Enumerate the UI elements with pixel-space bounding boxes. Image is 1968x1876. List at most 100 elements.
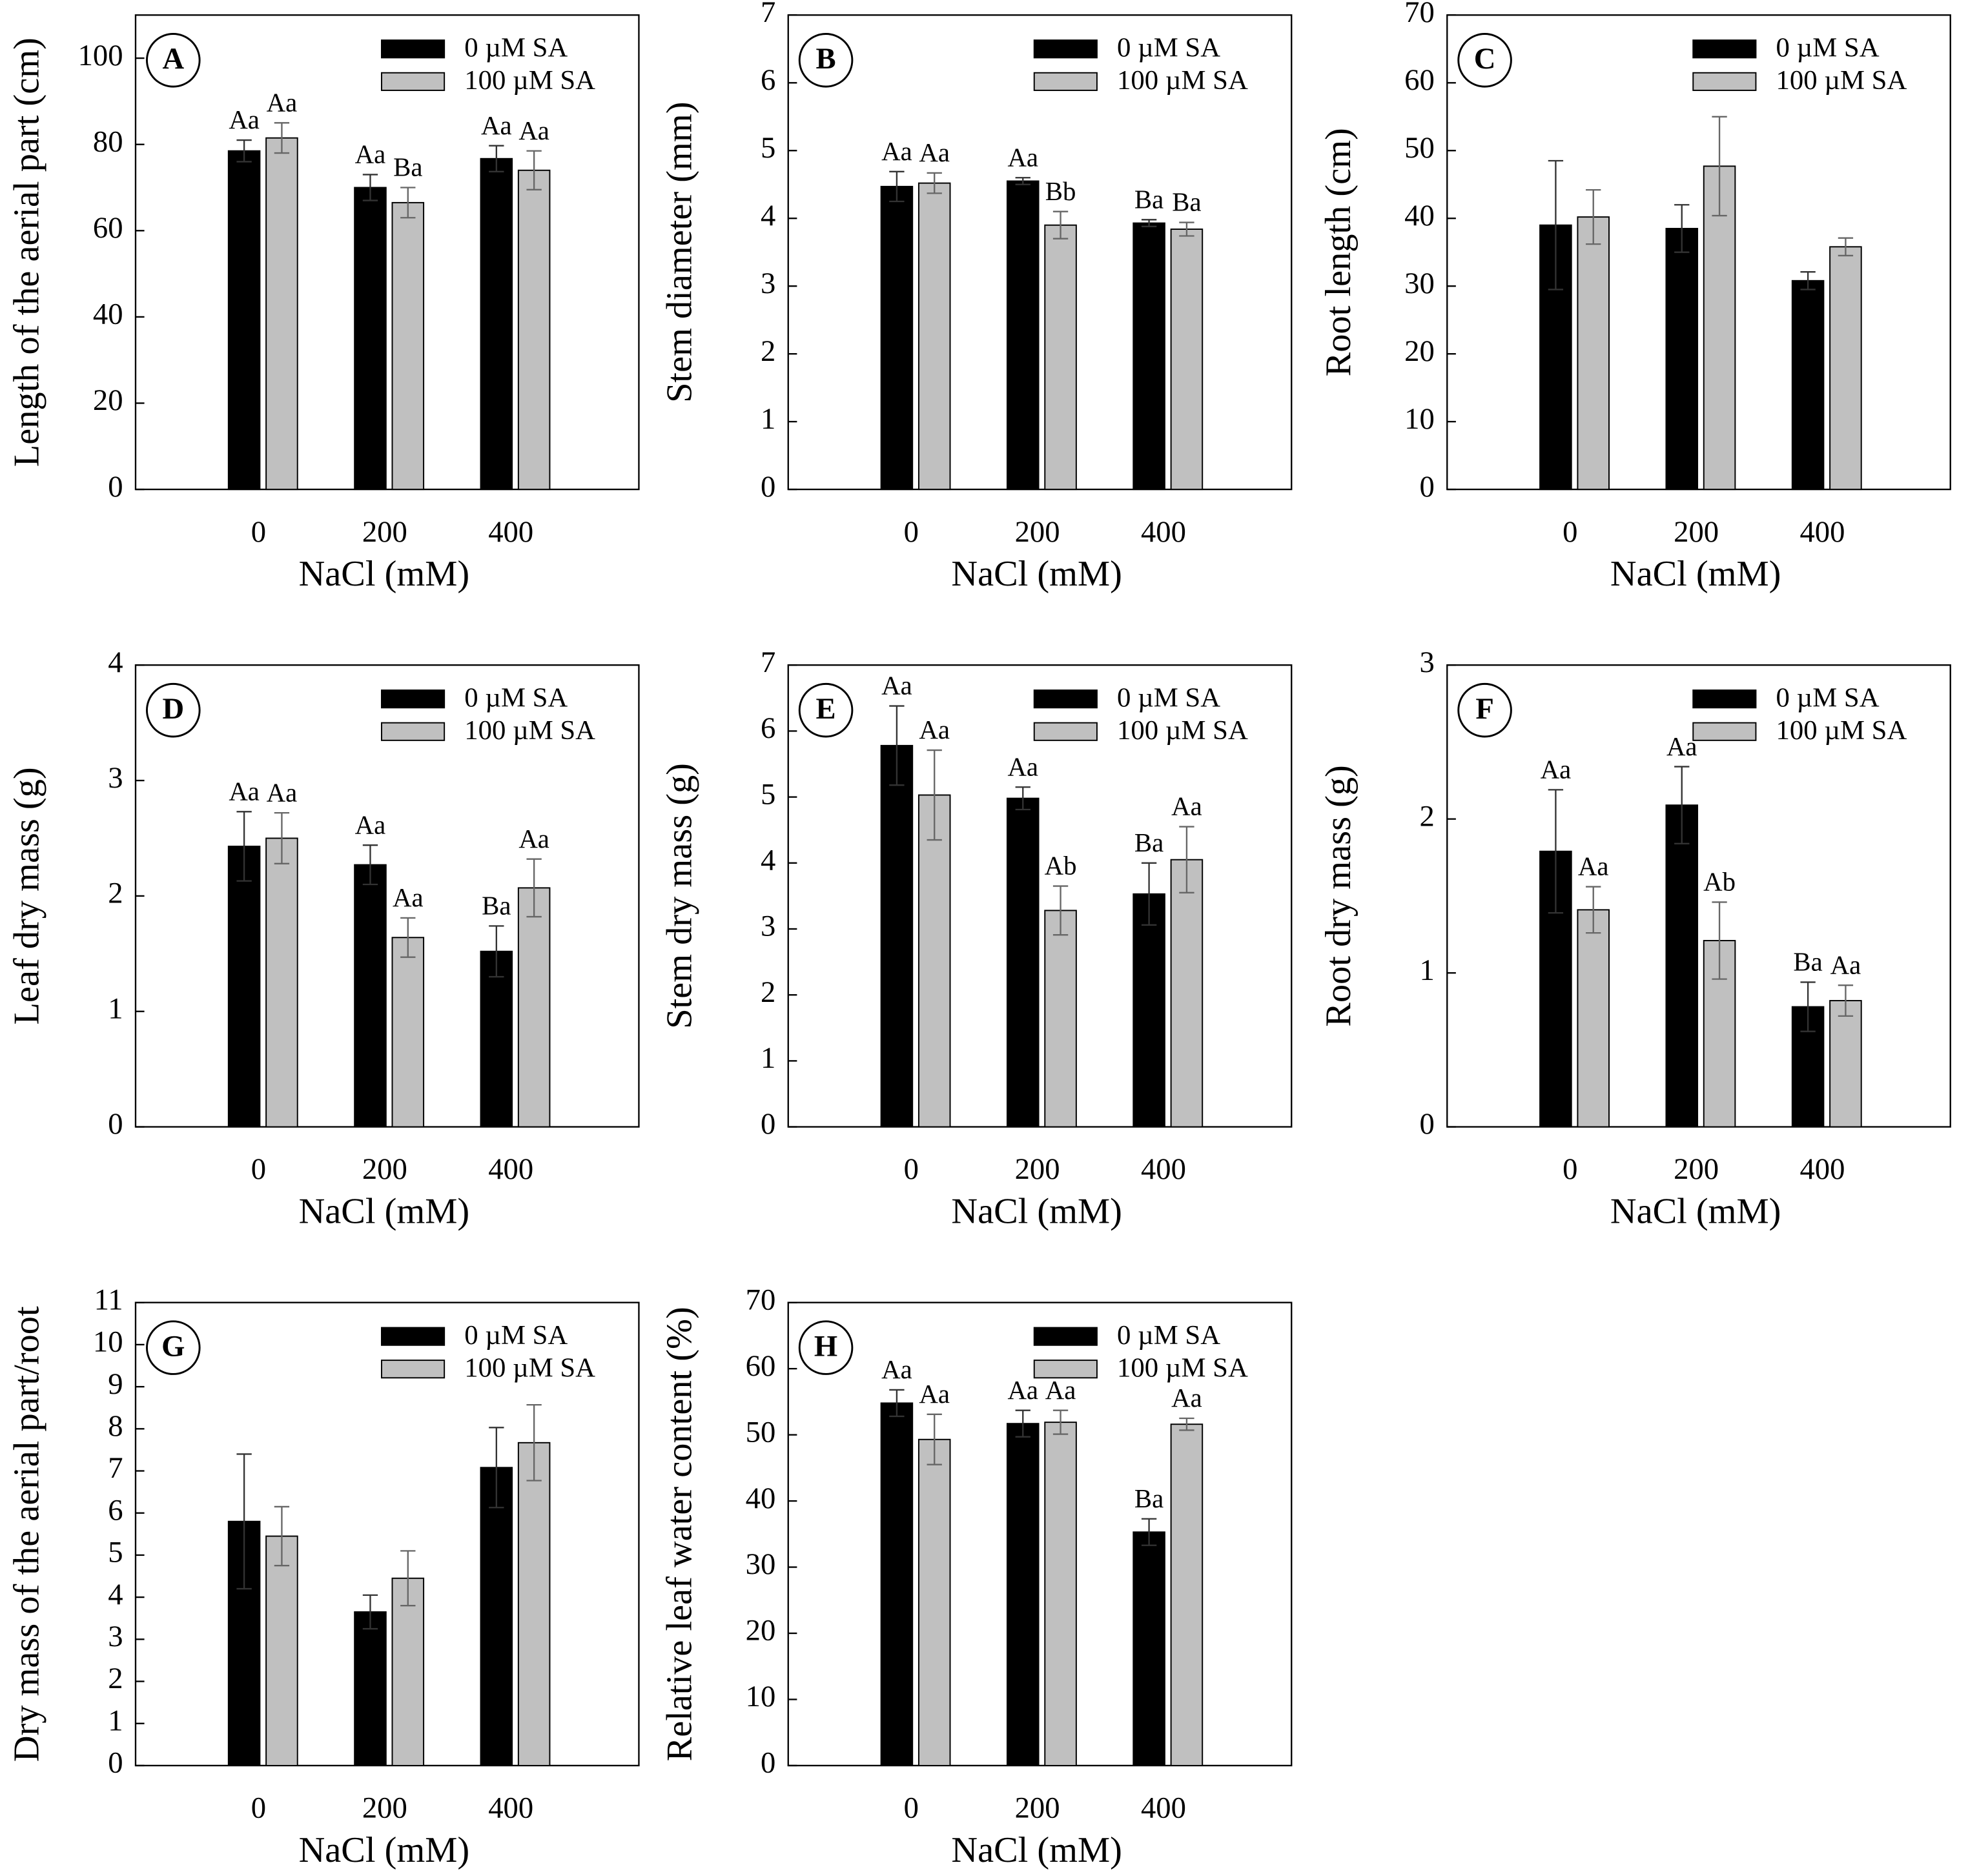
significance-letter: Aa (229, 105, 260, 134)
panel: 0 1 2 3 4 5 6 7 Stem dry mass (g) NaCl (mM) E 0 200 4… (659, 646, 1293, 1232)
significance-letter: Aa (1007, 752, 1038, 781)
x-axis-label: NaCl (mM) (1610, 554, 1781, 594)
significance-letter: Aa (267, 88, 298, 117)
error-bar (274, 1505, 290, 1567)
significance-letter: Aa (1171, 1383, 1202, 1412)
significance-letter: Aa (1830, 950, 1861, 979)
significance-letter: Aa (267, 778, 298, 807)
x-axis-label: NaCl (mM) (299, 554, 470, 594)
error-bar (236, 139, 252, 163)
x-tick-label: 0 (251, 1152, 266, 1186)
bar (517, 887, 551, 1128)
significance-letter: Aa (1045, 1376, 1076, 1405)
legend-label: 0 µM SA (1117, 1320, 1220, 1351)
error-bar (274, 811, 290, 864)
error-bar (927, 1413, 942, 1465)
panel-badge (146, 33, 201, 88)
error-bar (274, 122, 290, 154)
y-tick-label: 10 (93, 1325, 123, 1359)
error-bar (889, 170, 905, 203)
legend-swatch (1033, 39, 1098, 59)
x-tick-label: 200 (1015, 515, 1060, 549)
y-tick-label: 70 (1404, 0, 1435, 29)
y-tick-label: 7 (761, 646, 775, 679)
significance-letter: Aa (229, 777, 260, 806)
legend-label: 100 µM SA (464, 715, 595, 746)
y-tick-label: 0 (108, 1746, 123, 1780)
significance-letter: Aa (518, 116, 549, 145)
significance-letter: Aa (881, 671, 912, 700)
error-bar (1179, 1417, 1194, 1431)
y-tick-label: 0 (761, 1107, 775, 1141)
error-bar (1586, 189, 1601, 245)
error-bar (1548, 789, 1564, 914)
significance-letter: Ba (1134, 185, 1163, 214)
significance-letter: Ba (482, 892, 511, 921)
x-axis-label: NaCl (mM) (951, 1830, 1122, 1870)
bar (265, 137, 298, 491)
plot-frame (787, 14, 1293, 491)
y-tick-label: 2 (108, 1662, 123, 1695)
error-bar (1586, 886, 1601, 934)
error-bar (1015, 786, 1030, 811)
bar (517, 1442, 551, 1766)
significance-letter: Ba (1172, 188, 1201, 217)
legend-label: 0 µM SA (1117, 33, 1220, 63)
legend-label: 0 µM SA (464, 682, 568, 713)
bar (1006, 797, 1040, 1128)
panel-badge (798, 682, 854, 738)
y-tick-label: 80 (93, 125, 123, 158)
legend-swatch (1033, 1360, 1098, 1379)
bar (1829, 1000, 1862, 1128)
x-tick-label: 200 (1674, 515, 1719, 549)
bar (1044, 910, 1077, 1128)
panel-badge (1457, 33, 1512, 88)
legend-label: 100 µM SA (1117, 715, 1248, 746)
bar (917, 182, 951, 491)
x-tick-label: 0 (251, 1791, 266, 1825)
bar (880, 185, 914, 491)
y-tick-label: 50 (1404, 131, 1435, 165)
legend-swatch (380, 722, 446, 741)
legend-swatch (1692, 72, 1757, 91)
error-bar (1141, 219, 1157, 227)
significance-letter: Ba (1793, 948, 1822, 977)
bar (1703, 165, 1736, 491)
error-bar (526, 858, 542, 918)
y-tick-label: 5 (761, 131, 775, 165)
bar (1133, 1531, 1165, 1766)
legend-swatch (1033, 72, 1098, 91)
x-tick-label: 200 (362, 1791, 407, 1825)
error-bar (1179, 826, 1194, 893)
legend-label: 0 µM SA (1776, 33, 1880, 63)
error-bar (362, 174, 378, 201)
bar (354, 864, 387, 1128)
plot-frame (787, 1301, 1293, 1767)
error-bar (489, 145, 504, 172)
panel: 0 1 2 3 4 5 6 7 8 9 10 11 Dry mass of the aerial par… (7, 1283, 640, 1870)
significance-letter: Aa (393, 883, 424, 912)
y-axis-label: Relative leaf water content (%) (659, 1307, 699, 1761)
x-tick-label: 0 (1563, 515, 1577, 549)
legend-label: 0 µM SA (464, 33, 568, 63)
x-tick-label: 400 (488, 515, 533, 549)
bar (1170, 229, 1204, 491)
x-axis-label: NaCl (mM) (299, 1192, 470, 1232)
significance-letter: Aa (355, 140, 386, 169)
panel-letter: D (162, 692, 184, 726)
error-bar (489, 1427, 504, 1509)
legend-label: 0 µM SA (1776, 682, 1880, 713)
y-tick-label: 0 (108, 470, 123, 504)
y-axis-label: Length of the aerial part (cm) (7, 37, 47, 467)
y-tick-label: 4 (108, 646, 123, 679)
panel-letter: G (161, 1329, 185, 1363)
error-bar (1141, 862, 1157, 926)
error-bar (927, 172, 942, 194)
error-bar (1052, 1409, 1069, 1435)
error-bar (362, 844, 378, 886)
y-tick-label: 4 (761, 843, 775, 877)
y-tick-label: 10 (1404, 402, 1435, 436)
bar (265, 1535, 298, 1766)
legend-swatch (1692, 689, 1757, 709)
